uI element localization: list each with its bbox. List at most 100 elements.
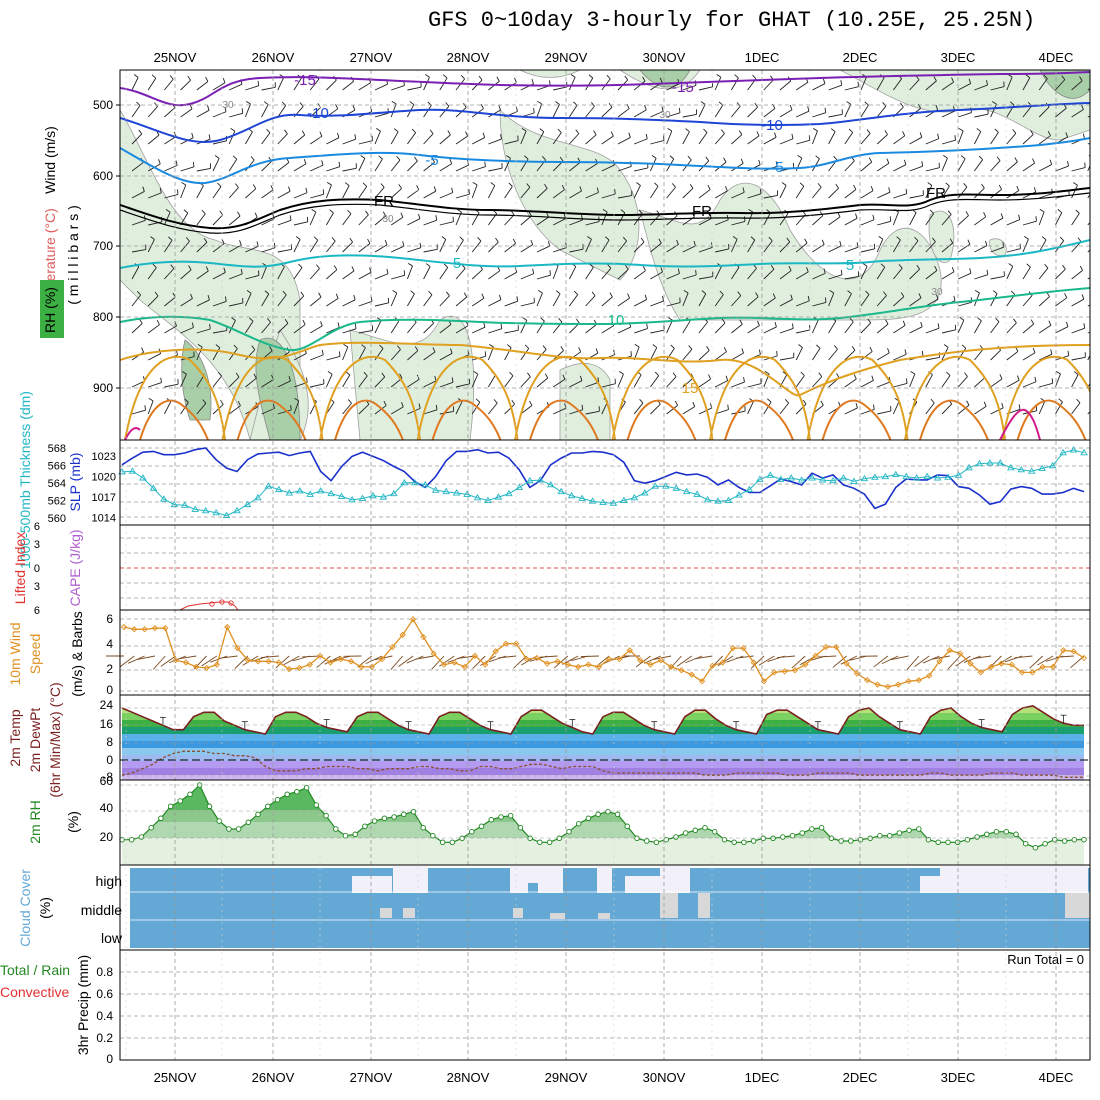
wind-barb-flag [443,74,448,79]
wind-barb [261,321,271,334]
wind-barb [1087,193,1090,199]
slp-line [121,449,1085,517]
slp-point [285,489,294,496]
wind-barb [504,140,519,145]
wind-barb [439,352,453,361]
wind-barb [1022,381,1037,388]
wind-barb [844,217,858,226]
slp-point [1038,464,1046,471]
wind-barb [244,293,252,307]
wind-barb [569,409,583,415]
wind-barb-flag [799,182,805,187]
slp-point [180,501,189,508]
wind-barb [1055,297,1068,307]
wind-barb [147,106,158,118]
slp-point [630,493,639,501]
wind10-barb [562,655,579,665]
contour-label: -10 [761,117,783,134]
wind-barb [245,131,253,145]
wind-barb [893,353,907,361]
wind-barb [164,383,179,388]
wind-barb-flag [708,374,712,380]
wind-barb-flag [946,371,951,376]
wind-barb [147,400,154,415]
wind10-barb [1029,655,1044,669]
wind-barb [795,403,807,415]
wind-barb-flag [352,105,356,111]
slp-point [954,471,963,478]
wind10-barb [128,655,145,664]
wind-barb [358,300,373,307]
wind-barb [698,86,713,91]
wind-barb-flag [367,238,371,244]
wind-barb-flag [1061,75,1066,80]
wind-barb-flag [1008,263,1014,267]
wind-barb [455,268,466,280]
wind-barb [228,130,236,145]
wind-barb [747,296,759,307]
rh2m-point [838,838,844,844]
wind-barb [1038,296,1050,307]
thickness-tick-label: 560 [48,513,66,525]
wind-barb-flag [620,209,626,214]
wind-barb [1071,269,1083,280]
pressure-tick-label: 500 [93,98,113,112]
wind-barb-flag [1047,131,1051,136]
wind-barb-flag [740,158,744,164]
rh2m-point [750,838,757,844]
wind-barb-flag [622,236,627,242]
wind-barb-flag [345,371,351,376]
wind-barb [715,248,729,253]
slp-point [1017,465,1026,473]
rh2m-point [886,832,893,839]
wind-barb-flag [654,371,659,377]
wind-barb [520,320,528,334]
wind10-barb [275,655,290,669]
wind-barb [244,103,251,118]
wind-barb-flag [823,78,826,84]
rh2m-line [122,783,1084,849]
wind-barb-flag [335,293,339,299]
wind-barb-flag [581,404,584,410]
wind-barb [957,186,968,199]
wind-barb [569,161,581,172]
wind-barb-flag [758,349,761,355]
date-label-bottom: 27NOV [350,1070,393,1085]
rh2m-point [916,826,922,832]
wind-barb [682,274,697,280]
wind-barb-flag [256,241,259,247]
wind-barb [536,103,543,118]
wind-barb [569,380,583,388]
wind-barb [390,159,401,172]
wind-barb [472,166,486,172]
wind-barb-flag [399,373,403,379]
wind-barb [1022,323,1035,334]
wind-barb [682,349,693,361]
wind10-barb [694,655,713,660]
wind-barb-flag [506,344,512,348]
wind-barb [180,327,194,334]
wind-barb [925,213,935,226]
wind-barb [698,247,713,253]
cloud-high-clear [352,876,392,893]
wind-barb [698,132,708,145]
date-label-top: 27NOV [350,50,393,65]
thickness-axis-labels: 1000-500mb Thickness (dm) SLP (mb) [17,391,83,569]
wind-barb [698,378,711,388]
wind-barb-flag [640,237,645,243]
wind-barb [212,214,224,226]
wind-barb-flag [654,182,659,187]
wind-barb [650,403,661,415]
wind-barb-flag [836,373,840,379]
wind-barb-flag [354,323,357,329]
wind-barb-flag [775,161,778,167]
wind-barb-flag [866,129,871,134]
wind-barb [1087,249,1090,253]
wind-barb [763,108,776,118]
wind-barb-flag [542,345,547,350]
wind-barb [779,357,794,361]
wind-barb [1022,352,1036,361]
wind-barb [277,105,287,118]
wind-barb [828,320,837,334]
wind-barb-flag [999,374,1003,380]
